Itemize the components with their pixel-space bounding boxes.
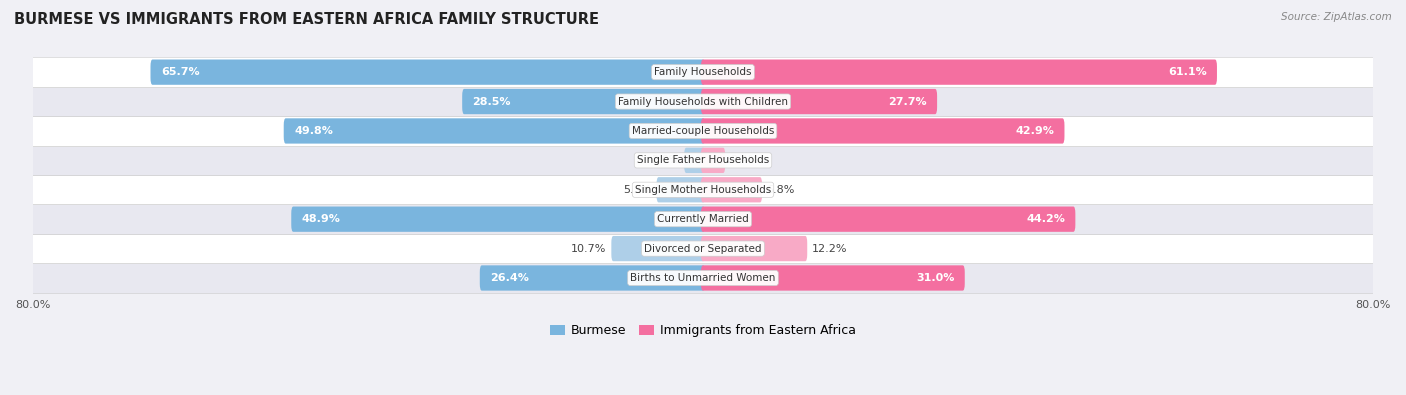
Bar <box>15 116 1391 146</box>
Text: Family Households: Family Households <box>654 67 752 77</box>
FancyBboxPatch shape <box>291 207 704 232</box>
FancyBboxPatch shape <box>702 265 965 291</box>
FancyBboxPatch shape <box>702 89 938 114</box>
FancyBboxPatch shape <box>702 236 807 261</box>
Text: 44.2%: 44.2% <box>1026 214 1064 224</box>
Text: 42.9%: 42.9% <box>1015 126 1054 136</box>
Text: 48.9%: 48.9% <box>302 214 340 224</box>
Text: Births to Unmarried Women: Births to Unmarried Women <box>630 273 776 283</box>
Text: 10.7%: 10.7% <box>571 244 606 254</box>
Bar <box>15 146 1391 175</box>
Text: Single Father Households: Single Father Households <box>637 155 769 166</box>
Text: Source: ZipAtlas.com: Source: ZipAtlas.com <box>1281 12 1392 22</box>
Text: Single Mother Households: Single Mother Households <box>636 185 770 195</box>
FancyBboxPatch shape <box>463 89 704 114</box>
Text: 61.1%: 61.1% <box>1168 67 1206 77</box>
Bar <box>15 263 1391 293</box>
FancyBboxPatch shape <box>612 236 704 261</box>
Bar <box>15 87 1391 116</box>
Text: 6.8%: 6.8% <box>766 185 794 195</box>
Text: 5.3%: 5.3% <box>624 185 652 195</box>
Text: BURMESE VS IMMIGRANTS FROM EASTERN AFRICA FAMILY STRUCTURE: BURMESE VS IMMIGRANTS FROM EASTERN AFRIC… <box>14 12 599 27</box>
Text: Family Households with Children: Family Households with Children <box>619 96 787 107</box>
Text: 31.0%: 31.0% <box>915 273 955 283</box>
FancyBboxPatch shape <box>657 177 704 202</box>
Text: 27.7%: 27.7% <box>889 96 927 107</box>
FancyBboxPatch shape <box>702 148 725 173</box>
FancyBboxPatch shape <box>479 265 704 291</box>
Text: Currently Married: Currently Married <box>657 214 749 224</box>
Text: 2.0%: 2.0% <box>651 155 679 166</box>
Text: 65.7%: 65.7% <box>160 67 200 77</box>
Text: 49.8%: 49.8% <box>294 126 333 136</box>
FancyBboxPatch shape <box>685 148 704 173</box>
Bar <box>15 205 1391 234</box>
Text: Married-couple Households: Married-couple Households <box>631 126 775 136</box>
Text: 26.4%: 26.4% <box>491 273 529 283</box>
Bar <box>15 175 1391 205</box>
Legend: Burmese, Immigrants from Eastern Africa: Burmese, Immigrants from Eastern Africa <box>544 320 862 342</box>
FancyBboxPatch shape <box>150 60 704 85</box>
Bar <box>15 234 1391 263</box>
Text: Divorced or Separated: Divorced or Separated <box>644 244 762 254</box>
FancyBboxPatch shape <box>702 207 1076 232</box>
Text: 2.4%: 2.4% <box>730 155 758 166</box>
Text: 28.5%: 28.5% <box>472 96 510 107</box>
FancyBboxPatch shape <box>702 60 1218 85</box>
FancyBboxPatch shape <box>284 118 704 144</box>
FancyBboxPatch shape <box>702 177 762 202</box>
Text: 12.2%: 12.2% <box>811 244 848 254</box>
FancyBboxPatch shape <box>702 118 1064 144</box>
Bar <box>15 57 1391 87</box>
